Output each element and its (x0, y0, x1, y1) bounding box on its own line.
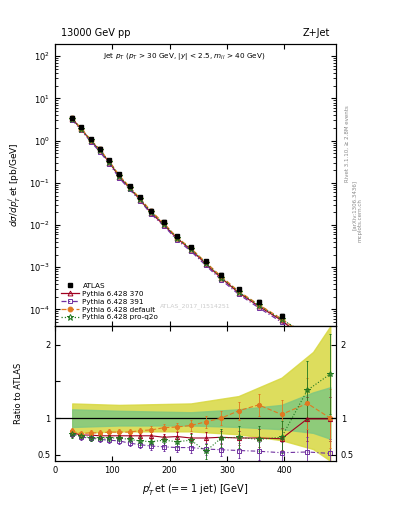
Text: ATLAS_2017_I1514251: ATLAS_2017_I1514251 (160, 304, 231, 309)
X-axis label: $p_T^j\,\mathrm{et}$ (== 1 jet) [GeV]: $p_T^j\,\mathrm{et}$ (== 1 jet) [GeV] (142, 480, 249, 498)
Y-axis label: Ratio to ATLAS: Ratio to ATLAS (14, 363, 23, 424)
Text: Jet $p_T$ ($p_T$ > 30 GeV, $|y|$ < 2.5, $m_{ll}$ > 40 GeV): Jet $p_T$ ($p_T$ > 30 GeV, $|y|$ < 2.5, … (103, 51, 265, 61)
Text: Rivet 3.1.10, ≥ 2.8M events: Rivet 3.1.10, ≥ 2.8M events (345, 105, 350, 182)
Text: mcplots.cern.ch: mcplots.cern.ch (358, 198, 363, 242)
Text: 13000 GeV pp: 13000 GeV pp (61, 28, 130, 38)
Y-axis label: $d\sigma/dp_T^j\,\mathrm{et}$ [pb/GeV]: $d\sigma/dp_T^j\,\mathrm{et}$ [pb/GeV] (6, 142, 23, 227)
Text: [arXiv:1306.3436]: [arXiv:1306.3436] (352, 180, 357, 230)
Text: Z+Jet: Z+Jet (303, 28, 331, 38)
Legend: ATLAS, Pythia 6.428 370, Pythia 6.428 391, Pythia 6.428 default, Pythia 6.428 pr: ATLAS, Pythia 6.428 370, Pythia 6.428 39… (59, 281, 160, 323)
